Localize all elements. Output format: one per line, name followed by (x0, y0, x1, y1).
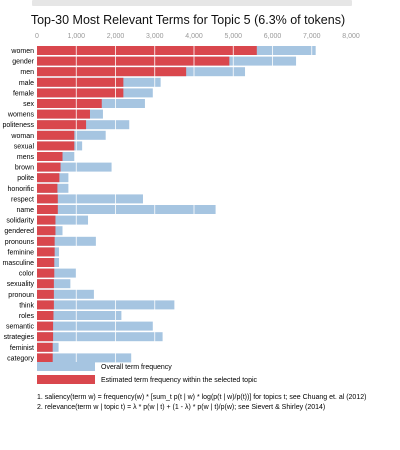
x-axis: 0 1,000 2,000 3,000 4,000 5,000 6,000 7,000 8,00… (35, 33, 360, 40)
overall-frequency-bar (37, 353, 132, 363)
estimated-frequency-bar (37, 109, 90, 119)
term-label: pronoun (8, 292, 34, 299)
estimated-frequency-bar (37, 205, 58, 214)
estimated-frequency-bar (37, 247, 55, 257)
term-label: politeness (2, 122, 34, 129)
estimated-frequency-bar (37, 300, 54, 310)
estimated-frequency-bar (37, 77, 124, 87)
overall-frequency-bar (37, 268, 77, 278)
estimated-frequency-bar (37, 258, 55, 267)
estimated-frequency-bar (37, 152, 63, 161)
term-label: womens (7, 112, 35, 119)
bars-area (37, 46, 316, 363)
term-label: mens (17, 154, 35, 161)
term-label: polite (17, 175, 34, 182)
estimated-frequency-bar (37, 67, 187, 77)
term-label: strategies (4, 334, 35, 341)
legend-label-overall: Overall term frequency (101, 364, 172, 371)
estimated-frequency-bar (37, 120, 87, 130)
estimated-frequency-bar (37, 183, 58, 193)
term-label: gendered (4, 228, 34, 235)
estimated-frequency-bar (37, 99, 102, 108)
estimated-frequency-bar (37, 130, 75, 140)
gridlines (75, 46, 352, 363)
estimated-frequency-bar (37, 162, 61, 172)
term-label: female (13, 90, 34, 97)
term-label: respect (11, 196, 34, 203)
x-tick-label: 5,000 (224, 33, 242, 40)
term-label: honorific (8, 186, 35, 193)
term-label: pronouns (5, 239, 35, 246)
term-label: solidarity (6, 218, 34, 225)
estimated-frequency-bar (37, 342, 53, 352)
overall-frequency-bar (37, 311, 122, 320)
term-label: brown (15, 165, 34, 172)
term-label: male (19, 80, 34, 87)
estimated-frequency-bar (37, 268, 55, 278)
term-label: men (20, 69, 34, 76)
x-tick-label: 6,000 (264, 33, 282, 40)
estimated-frequency-bar (37, 332, 54, 342)
term-label: sex (23, 101, 34, 108)
term-label: sexuality (7, 281, 35, 288)
chart-title: Top-30 Most Relevant Terms for Topic 5 (… (31, 13, 345, 27)
legend: Overall term frequency Estimated term fre… (37, 362, 258, 384)
estimated-frequency-bar (37, 289, 54, 299)
term-label: woman (10, 133, 34, 140)
legend-swatch-estimated (37, 375, 95, 384)
term-label: name (16, 207, 34, 214)
term-label: category (7, 355, 34, 362)
estimated-frequency-bar (37, 194, 58, 204)
estimated-frequency-bar (37, 56, 230, 66)
overall-frequency-bar (37, 300, 175, 310)
legend-swatch-overall (37, 362, 95, 371)
estimated-frequency-bar (37, 88, 124, 98)
overall-frequency-bar (37, 289, 94, 299)
term-label: feminist (10, 345, 34, 352)
x-tick-label: 3,000 (146, 33, 164, 40)
estimated-frequency-bar (37, 46, 257, 55)
x-tick-label: 2,000 (107, 33, 125, 40)
legend-label-estimated: Estimated term frequency within the sele… (101, 377, 258, 384)
term-label: think (19, 302, 34, 309)
x-tick-label: 1,000 (67, 33, 85, 40)
footnotes: 1. saliency(term w) = frequency(w) * [su… (37, 394, 366, 411)
term-label: gender (12, 59, 34, 66)
estimated-frequency-bar (37, 236, 55, 246)
x-tick-label: 0 (35, 33, 39, 40)
term-label: color (19, 271, 35, 278)
estimated-frequency-bar (37, 226, 56, 236)
overall-frequency-bar (37, 236, 96, 246)
overall-frequency-bar (37, 162, 112, 172)
horizontal-scrollbar[interactable] (32, 0, 352, 6)
estimated-frequency-bar (37, 215, 56, 225)
term-label: masculine (2, 260, 34, 267)
overall-frequency-bar (37, 215, 89, 225)
estimated-frequency-bar (37, 321, 54, 331)
footnote: 2. relevance(term w | topic t) = λ * p(w… (37, 404, 325, 411)
estimated-frequency-bar (37, 353, 53, 363)
term-label: feminine (8, 249, 35, 256)
x-tick-label: 8,000 (342, 33, 360, 40)
overall-frequency-bar (37, 332, 163, 342)
estimated-frequency-bar (37, 173, 60, 183)
estimated-frequency-bar (37, 141, 75, 151)
term-label: sexual (14, 143, 35, 150)
overall-frequency-bar (37, 321, 153, 331)
term-label: women (10, 48, 34, 55)
overall-frequency-bar (37, 194, 143, 204)
x-tick-label: 7,000 (303, 33, 321, 40)
footnote: 1. saliency(term w) = frequency(w) * [su… (37, 394, 366, 401)
term-label: semantic (6, 324, 35, 331)
overall-frequency-bar (37, 205, 216, 214)
term-labels: womengendermenmalefemalesexwomenspoliten… (2, 48, 34, 362)
estimated-frequency-bar (37, 279, 54, 289)
estimated-frequency-bar (37, 311, 54, 320)
x-tick-label: 4,000 (185, 33, 203, 40)
term-label: roles (19, 313, 35, 320)
